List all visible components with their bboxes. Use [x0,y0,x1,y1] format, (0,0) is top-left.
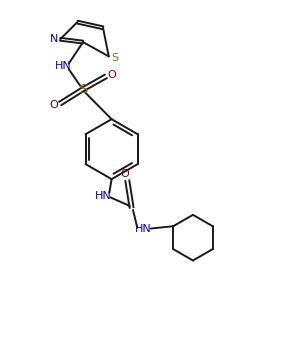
Text: HN: HN [135,224,151,234]
Text: O: O [50,100,58,110]
Text: HN: HN [55,61,71,71]
Text: O: O [121,169,129,179]
Text: HN: HN [95,191,111,201]
Text: N: N [50,34,58,44]
Text: S: S [111,53,119,63]
Text: S: S [79,83,87,96]
Text: O: O [108,70,117,80]
